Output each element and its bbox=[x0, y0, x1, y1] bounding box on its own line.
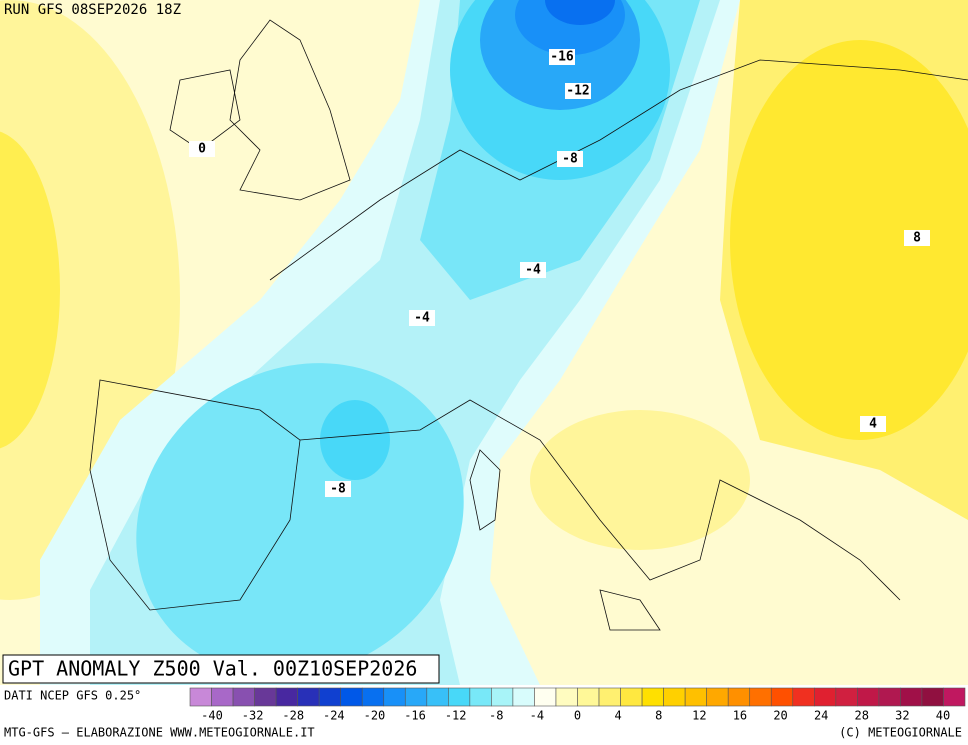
color-swatch bbox=[835, 687, 858, 707]
data-source: DATI NCEP GFS 0.25° bbox=[4, 689, 141, 703]
run-info: RUN GFS 08SEP2026 18Z bbox=[4, 2, 181, 18]
color-swatch bbox=[534, 687, 557, 707]
colorbar-tick-label: -28 bbox=[282, 709, 304, 723]
color-swatch bbox=[620, 687, 643, 707]
footer-left: MTG-GFS – ELABORAZIONE WWW.METEOGIORNALE… bbox=[4, 726, 315, 740]
colorbar-tick-label: 28 bbox=[855, 709, 869, 723]
title-box bbox=[2, 654, 440, 684]
colorbar-tick-label: -8 bbox=[489, 709, 503, 723]
contour-label-bg bbox=[409, 310, 435, 326]
contour-label: 4 bbox=[869, 417, 877, 432]
color-swatch bbox=[426, 687, 449, 707]
color-swatch bbox=[211, 687, 234, 707]
color-swatch bbox=[749, 687, 772, 707]
colorbar-tick-label: 0 bbox=[574, 709, 581, 723]
colorbar-tick-label: -16 bbox=[404, 709, 426, 723]
color-swatch bbox=[189, 687, 212, 707]
colorbar-tick-label: 12 bbox=[692, 709, 706, 723]
contour-label: -16 bbox=[550, 50, 574, 65]
contour-label: 0 bbox=[198, 142, 206, 157]
color-swatch bbox=[232, 687, 255, 707]
contour-label: 8 bbox=[913, 231, 921, 246]
colorbar-tick-label: -24 bbox=[323, 709, 345, 723]
contour-label-bg bbox=[520, 262, 546, 278]
color-swatch bbox=[469, 687, 492, 707]
map-title: GPT ANOMALY Z500 Val. 00Z10SEP2026 bbox=[8, 657, 417, 681]
colorbar: -40 -32 -28 -24 -20 -16 -12 -8 -4 0 4 8 12 16 20 24 28 32… bbox=[189, 687, 966, 723]
contour-label: -4 bbox=[525, 263, 541, 278]
color-swatch bbox=[706, 687, 729, 707]
color-swatch bbox=[943, 687, 966, 707]
contour-labels: -16 -12 -8 0 8 -4 -4 4 -8 bbox=[189, 49, 930, 497]
color-swatch bbox=[878, 687, 901, 707]
color-swatch bbox=[361, 687, 385, 707]
contour-label: -8 bbox=[330, 482, 346, 497]
colorbar-tick-label: 8 bbox=[655, 709, 662, 723]
colorbar-tick-label: -40 bbox=[201, 709, 223, 723]
color-swatch bbox=[383, 687, 406, 707]
color-swatch bbox=[491, 687, 514, 707]
color-swatch bbox=[254, 687, 277, 707]
colorbar-tick-label: 16 bbox=[733, 709, 747, 723]
color-swatch bbox=[921, 687, 944, 707]
colorbar-tick-label: -4 bbox=[530, 709, 544, 723]
color-swatch bbox=[275, 687, 298, 707]
contour-label-bg bbox=[904, 230, 930, 246]
color-swatch bbox=[512, 687, 535, 707]
color-swatch bbox=[448, 687, 471, 707]
colorbar-tick-label: 20 bbox=[773, 709, 787, 723]
colorbar-tick-label: 4 bbox=[614, 709, 621, 723]
colorbar-tick-label: 24 bbox=[814, 709, 828, 723]
color-swatch bbox=[663, 687, 686, 707]
color-swatch bbox=[340, 687, 363, 707]
color-swatch bbox=[814, 687, 837, 707]
contour-label: -4 bbox=[414, 311, 430, 326]
contour-label-bg bbox=[325, 481, 351, 497]
colorbar-tick-label: 32 bbox=[895, 709, 909, 723]
colorbar-tick-label: 40 bbox=[936, 709, 950, 723]
footer-right: (C) METEOGIORNALE bbox=[839, 726, 962, 740]
contour-label-bg bbox=[860, 416, 886, 432]
color-swatch bbox=[598, 687, 621, 707]
color-swatch bbox=[555, 687, 578, 707]
color-swatch bbox=[792, 687, 815, 707]
contour-label-bg bbox=[189, 141, 215, 157]
contour-label: -12 bbox=[566, 84, 589, 99]
color-swatch bbox=[577, 687, 600, 707]
contour-label-bg bbox=[549, 49, 575, 65]
colorbar-tick-label: -20 bbox=[364, 709, 386, 723]
contour-label: -8 bbox=[562, 152, 578, 167]
color-swatch bbox=[727, 687, 751, 707]
color-swatch bbox=[684, 687, 707, 707]
color-swatch bbox=[770, 687, 794, 707]
colorbar-tick-label: -32 bbox=[242, 709, 264, 723]
color-swatch bbox=[318, 687, 341, 707]
color-swatch bbox=[900, 687, 923, 707]
contour-label-bg bbox=[557, 151, 583, 167]
color-swatch bbox=[641, 687, 664, 707]
color-swatch bbox=[297, 687, 320, 707]
color-swatch bbox=[857, 687, 880, 707]
colorbar-tick-label: -12 bbox=[445, 709, 467, 723]
contour-label-bg bbox=[565, 83, 591, 99]
color-swatch bbox=[404, 687, 428, 707]
